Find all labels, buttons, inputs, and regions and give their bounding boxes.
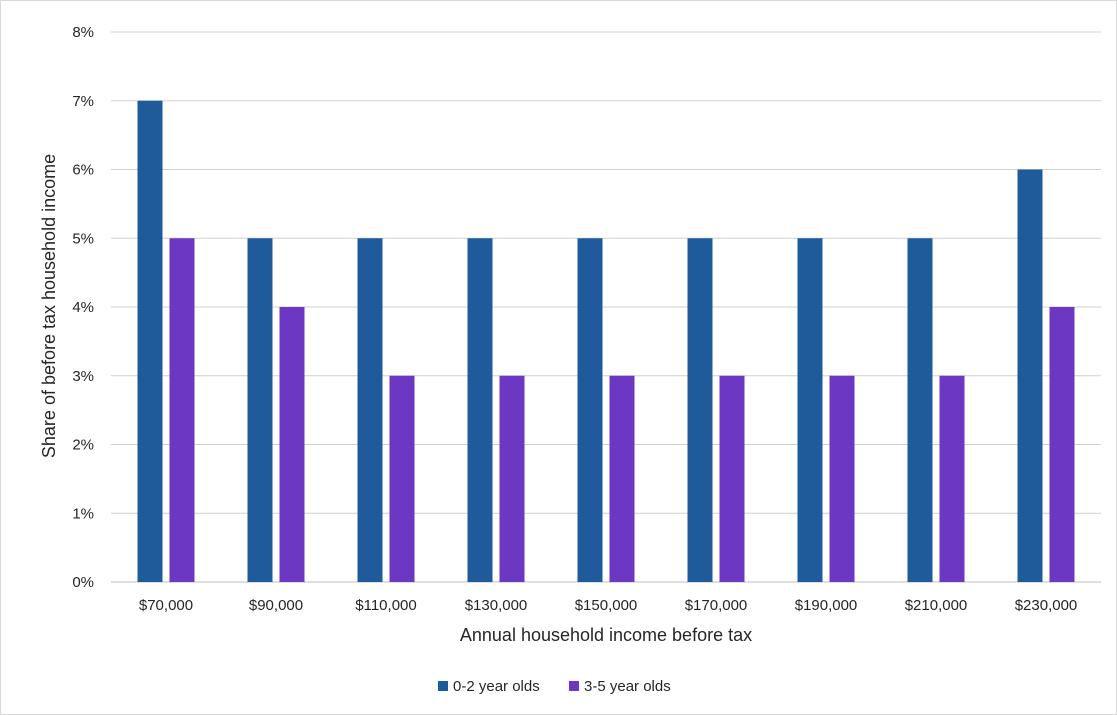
y-tick-label: 0% [72,574,94,591]
x-axis-title: Annual household income before tax [460,625,752,645]
bar-series-2 [939,375,965,582]
bar-series-1 [1017,169,1043,582]
x-tick-label: $110,000 [355,597,416,614]
y-tick-label: 5% [72,230,94,247]
legend: 0-2 year olds 3-5 year olds [438,678,671,695]
y-tick-label: 3% [72,368,94,385]
y-tick-label: 4% [72,299,94,316]
legend-swatch [569,681,579,691]
y-axis-ticks: 0% 1% 2% 3% 4% 5% 6% 7% 8% [72,24,94,591]
y-axis-title: Share of before tax household income [39,154,59,458]
bar-series-1 [797,238,823,582]
bar-series-2 [279,307,305,582]
y-tick-label: 2% [72,437,94,454]
y-tick-label: 8% [72,24,94,41]
y-tick-label: 7% [72,93,94,110]
bar-series-1 [907,238,933,582]
bar-series-2 [499,375,525,582]
bar-series-2 [389,375,415,582]
gridlines [111,31,1101,583]
bar-series-1 [687,238,713,582]
bar-series-2 [169,238,195,582]
x-tick-label: $70,000 [139,597,193,614]
y-tick-label: 6% [72,162,94,179]
bar-series-1 [247,238,273,582]
x-tick-label: $150,000 [575,597,638,614]
bars [137,100,1075,582]
legend-label: 3-5 year olds [584,678,671,695]
bar-series-2 [719,375,745,582]
x-tick-label: $190,000 [795,597,858,614]
x-axis-ticks: $70,000 $90,000 $110,000 $130,000 $150,000 $1… [139,597,1077,614]
y-tick-label: 1% [72,505,94,522]
legend-label: 0-2 year olds [453,678,540,695]
bar-series-2 [829,375,855,582]
bar-series-1 [467,238,493,582]
legend-swatch [438,681,448,691]
bar-series-1 [137,100,163,582]
x-tick-label: $210,000 [905,597,968,614]
bar-series-2 [1049,307,1075,582]
x-tick-label: $130,000 [465,597,528,614]
x-tick-label: $230,000 [1015,597,1078,614]
bar-series-1 [577,238,603,582]
x-tick-label: $90,000 [249,597,303,614]
x-tick-label: $170,000 [685,597,748,614]
bar-series-1 [357,238,383,582]
bar-series-2 [609,375,635,582]
